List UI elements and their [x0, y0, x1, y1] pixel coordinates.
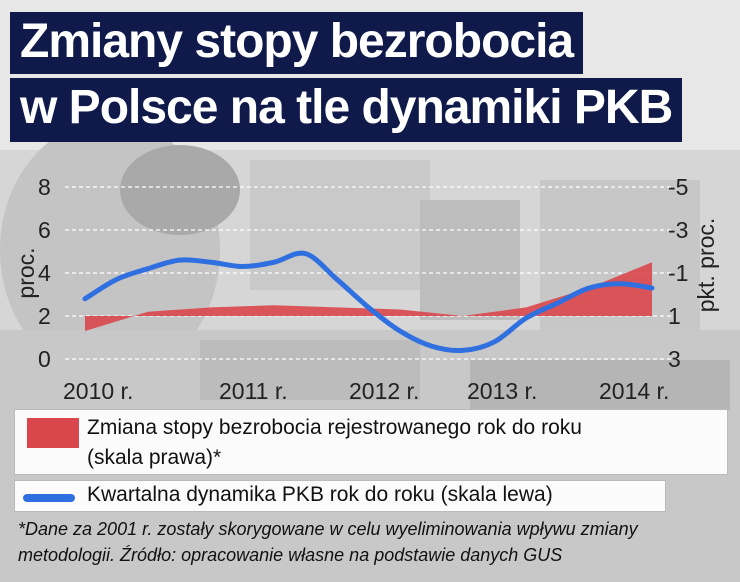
x-tick-label: 2010 r. — [63, 378, 133, 404]
x-tick-label: 2011 r. — [219, 378, 288, 404]
y-left-tick-label: 4 — [38, 260, 51, 286]
title-line-1: Zmiany stopy bezrobocia — [10, 12, 584, 74]
legend-label-unemployment: Zmiana stopy bezrobocia rejestrowanego r… — [87, 416, 582, 439]
series-unemployment-area — [85, 262, 652, 332]
y-left-tick-label: 0 — [38, 346, 51, 372]
y-left-tick-label: 2 — [38, 303, 51, 329]
legend-swatch-red — [27, 418, 79, 448]
y-left-axis-label: proc. — [13, 247, 39, 298]
footnote: *Dane za 2001 r. zostały skorygowane w c… — [18, 519, 638, 565]
legend-label-gdp: Kwartalna dynamika PKB rok do roku (skal… — [87, 483, 553, 506]
legend-swatch-blue — [23, 494, 75, 502]
y-right-tick-label: 3 — [668, 346, 681, 372]
y-left-tick-label: 8 — [38, 174, 51, 200]
legend-gdp: Kwartalna dynamika PKB rok do roku (skal… — [14, 480, 666, 512]
y-right-axis-label: pkt. proc. — [693, 218, 719, 313]
y-right-tick-label: 1 — [668, 303, 681, 329]
legend-label-unemployment-scale: (skala prawa)* — [87, 446, 222, 469]
x-tick-label: 2012 r. — [349, 378, 419, 404]
legend-unemployment: Zmiana stopy bezrobocia rejestrowanego r… — [14, 409, 728, 475]
y-right-tick-label: -5 — [668, 174, 688, 200]
y-left-tick-label: 6 — [38, 217, 51, 243]
x-tick-label: 2014 r. — [599, 378, 669, 404]
title-line-2: w Polsce na tle dynamiki PKB — [10, 78, 683, 142]
x-tick-label: 2013 r. — [467, 378, 537, 404]
y-right-tick-label: -3 — [668, 217, 688, 243]
y-right-tick-label: -1 — [668, 260, 688, 286]
chart: 8 6 4 2 0 -5 -3 -1 1 3 proc. pkt. proc. 2010 r. 2011 … — [13, 174, 719, 404]
